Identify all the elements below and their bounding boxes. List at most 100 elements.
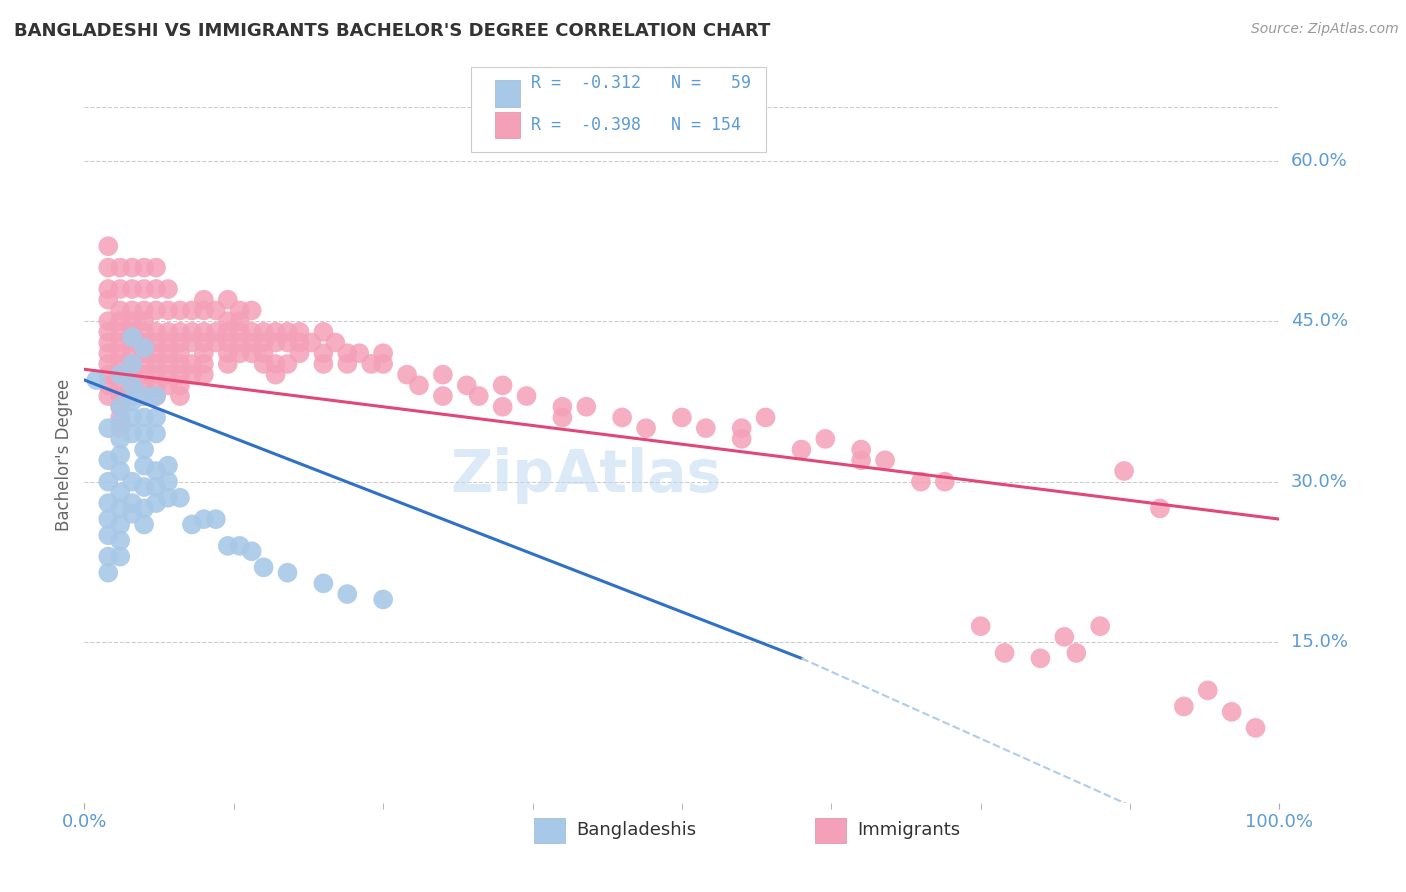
- Point: [336, 587, 359, 601]
- Point: [110, 517, 132, 532]
- Point: [121, 368, 143, 382]
- Point: [456, 378, 478, 392]
- Point: [1088, 619, 1111, 633]
- Point: [145, 480, 167, 494]
- Text: Immigrants: Immigrants: [858, 822, 960, 839]
- Point: [97, 512, 120, 526]
- Point: [132, 410, 156, 425]
- Point: [132, 426, 156, 441]
- Point: [312, 357, 335, 371]
- Point: [132, 501, 156, 516]
- Point: [110, 421, 132, 435]
- Point: [110, 400, 132, 414]
- Point: [610, 410, 633, 425]
- Point: [336, 357, 359, 371]
- Point: [492, 378, 515, 392]
- Point: [110, 389, 132, 403]
- Text: Source: ZipAtlas.com: Source: ZipAtlas.com: [1251, 22, 1399, 37]
- Point: [132, 517, 156, 532]
- Point: [253, 357, 276, 371]
- Point: [110, 410, 132, 425]
- Point: [180, 357, 202, 371]
- Point: [993, 646, 1015, 660]
- Point: [371, 357, 394, 371]
- Point: [205, 303, 228, 318]
- Point: [276, 357, 298, 371]
- Point: [217, 539, 239, 553]
- Point: [121, 314, 143, 328]
- Point: [121, 303, 143, 318]
- Point: [1173, 699, 1195, 714]
- Point: [217, 335, 239, 350]
- Point: [228, 539, 252, 553]
- Point: [754, 410, 776, 425]
- Point: [97, 453, 120, 467]
- Point: [145, 378, 167, 392]
- Point: [110, 303, 132, 318]
- Point: [169, 491, 191, 505]
- Point: [193, 346, 215, 360]
- Point: [110, 400, 132, 414]
- Point: [180, 325, 202, 339]
- Point: [169, 346, 191, 360]
- Point: [157, 357, 180, 371]
- Point: [97, 475, 120, 489]
- Point: [253, 346, 276, 360]
- Point: [121, 496, 143, 510]
- Point: [110, 533, 132, 548]
- Point: [121, 507, 143, 521]
- Point: [121, 325, 143, 339]
- Text: 60.0%: 60.0%: [1291, 152, 1347, 169]
- Text: 15.0%: 15.0%: [1291, 633, 1347, 651]
- Point: [110, 368, 132, 382]
- Y-axis label: Bachelor's Degree: Bachelor's Degree: [55, 379, 73, 531]
- Point: [217, 314, 239, 328]
- Point: [157, 368, 180, 382]
- Point: [157, 378, 180, 392]
- Point: [1029, 651, 1052, 665]
- Point: [157, 458, 180, 473]
- Point: [169, 325, 191, 339]
- Point: [169, 389, 191, 403]
- Point: [288, 325, 311, 339]
- Point: [132, 325, 156, 339]
- Point: [408, 378, 430, 392]
- Point: [97, 282, 120, 296]
- Point: [110, 501, 132, 516]
- Point: [240, 303, 263, 318]
- Point: [97, 566, 120, 580]
- Point: [110, 432, 132, 446]
- Point: [145, 368, 167, 382]
- Point: [849, 442, 872, 457]
- Point: [169, 357, 191, 371]
- Point: [145, 464, 167, 478]
- Point: [228, 335, 252, 350]
- Point: [467, 389, 491, 403]
- Point: [157, 335, 180, 350]
- Point: [253, 560, 276, 574]
- Point: [132, 389, 156, 403]
- Point: [371, 346, 394, 360]
- Point: [110, 549, 132, 564]
- Point: [396, 368, 419, 382]
- Point: [97, 378, 120, 392]
- Point: [312, 346, 335, 360]
- Point: [132, 314, 156, 328]
- Point: [1066, 646, 1088, 660]
- Point: [264, 335, 287, 350]
- Point: [110, 314, 132, 328]
- Point: [634, 421, 657, 435]
- Point: [193, 325, 215, 339]
- Point: [97, 239, 120, 253]
- Point: [360, 357, 382, 371]
- Point: [97, 260, 120, 275]
- Point: [371, 592, 394, 607]
- Point: [169, 335, 191, 350]
- Point: [110, 485, 132, 500]
- Point: [121, 389, 143, 403]
- Text: Bangladeshis: Bangladeshis: [576, 822, 696, 839]
- Text: R =  -0.312   N =   59: R = -0.312 N = 59: [531, 74, 751, 92]
- Point: [110, 335, 132, 350]
- Point: [110, 378, 132, 392]
- Point: [110, 325, 132, 339]
